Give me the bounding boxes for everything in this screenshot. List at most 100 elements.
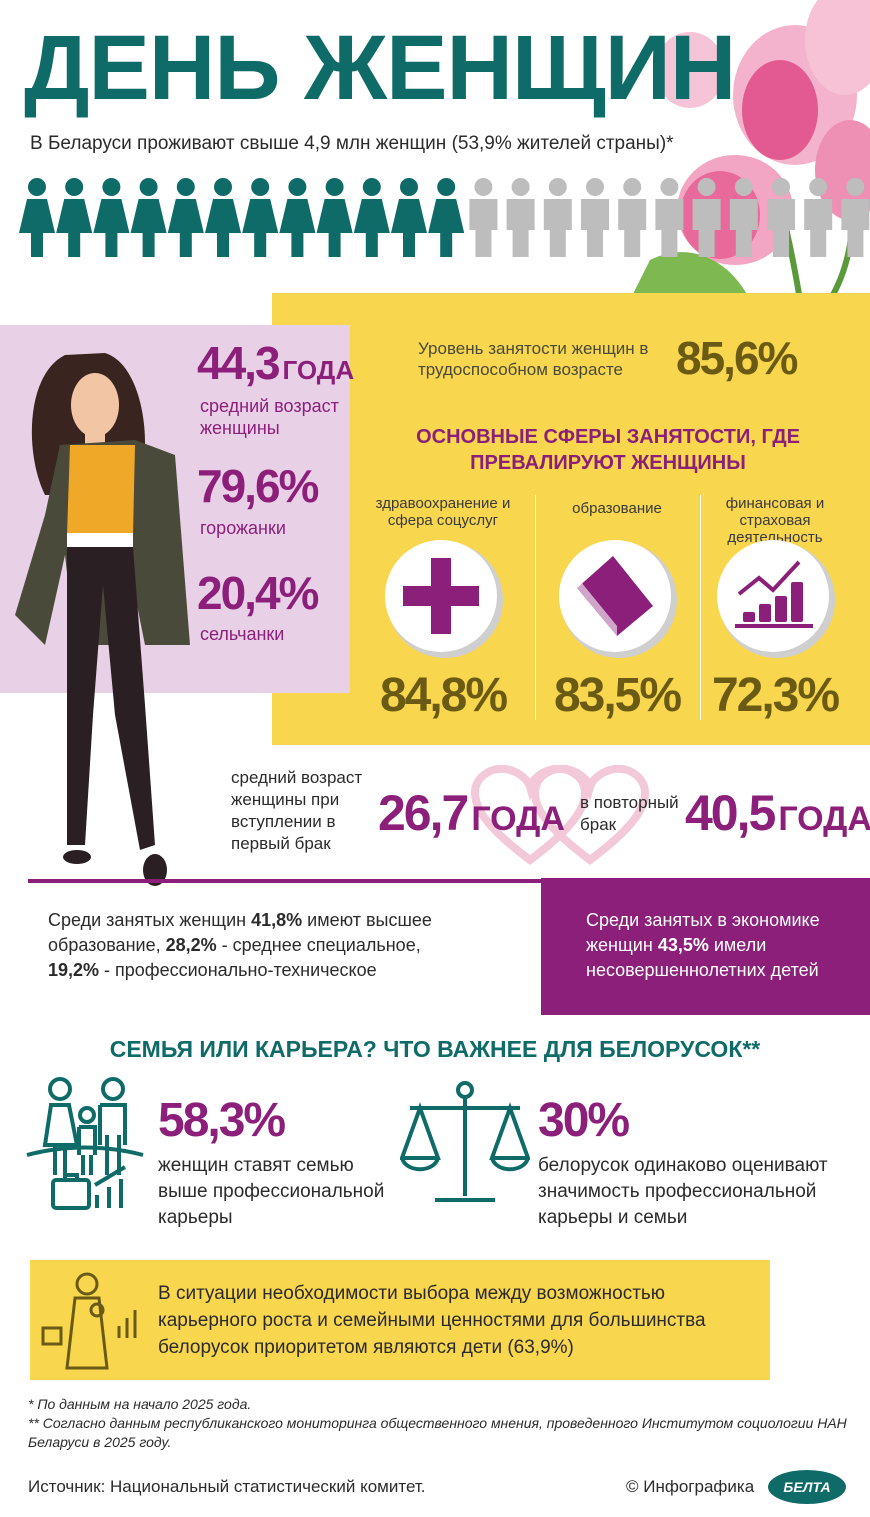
decoration	[586, 178, 604, 196]
credit: © Инфографика	[626, 1477, 755, 1496]
children-panel	[541, 878, 870, 1015]
decoration	[316, 199, 353, 257]
hearts-icon	[470, 765, 650, 865]
priority-text: В ситуации необходимости выбора между во…	[158, 1283, 706, 1358]
decoration	[102, 178, 121, 196]
decoration	[65, 1296, 109, 1370]
urban-label: горожанки	[200, 518, 286, 538]
decoration	[403, 558, 479, 634]
decoration	[809, 178, 828, 196]
person-icon	[242, 178, 279, 257]
sphere-icon	[385, 540, 503, 658]
title: ДЕНЬ ЖЕНЩИН	[24, 17, 736, 119]
decoration	[841, 199, 870, 257]
decoration	[288, 178, 307, 196]
decoration	[77, 1125, 97, 1175]
second-marriage-stat: 40,5 ГОДА	[685, 788, 870, 838]
icon-circle	[717, 540, 829, 652]
icon-glyph	[577, 556, 653, 636]
decoration	[176, 178, 195, 196]
decoration	[470, 765, 590, 865]
divider	[700, 495, 701, 720]
survey-value: 58,3%	[158, 1094, 286, 1147]
decoration	[772, 178, 790, 196]
person-icon	[130, 178, 167, 257]
decoration	[474, 178, 493, 196]
person-icon	[804, 178, 833, 257]
decoration	[400, 1157, 530, 1172]
person-icon	[581, 178, 609, 257]
decoration	[41, 1272, 137, 1370]
decoration	[400, 1102, 530, 1160]
decoration	[543, 199, 572, 257]
decoration	[78, 1106, 96, 1124]
decoration	[63, 850, 91, 864]
decoration	[737, 560, 801, 596]
second-marriage-unit: ГОДА	[778, 800, 870, 838]
decoration	[804, 199, 833, 257]
decoration	[143, 854, 167, 886]
decoration	[742, 60, 818, 160]
decoration	[791, 582, 803, 622]
decoration	[251, 178, 270, 196]
person-icon	[391, 178, 427, 257]
person-icon	[729, 178, 758, 257]
logo: БЕЛТА	[768, 1470, 846, 1504]
person-icon	[767, 178, 795, 257]
decoration	[41, 1310, 137, 1346]
rural-label: сельчанки	[200, 624, 285, 644]
highlight-number: 41,8%	[251, 910, 303, 930]
sphere-label: здравоохранение и сфера соцуслуг	[375, 495, 511, 529]
sphere-label: образование	[572, 500, 662, 517]
sphere-value: 84,8%	[379, 669, 508, 722]
urban-value: 79,6%	[197, 460, 319, 512]
decoration	[130, 199, 167, 257]
person-icon	[692, 178, 721, 257]
person-icon	[93, 178, 130, 257]
decoration	[734, 178, 753, 196]
education-text: Среди занятых женщин 41,8% имеют высшее …	[48, 908, 468, 983]
person-icon	[353, 178, 390, 257]
decoration	[410, 1097, 520, 1202]
text-part: Среди занятых в экономике женщин	[586, 910, 820, 955]
person-icon	[469, 178, 498, 257]
decoration	[400, 1081, 530, 1202]
first-marriage-value: 26,7	[378, 785, 469, 841]
survey-text: белорусок одинаково оценивают значимость…	[538, 1155, 828, 1228]
sphere-label: финансовая и страховая деятельность	[725, 495, 825, 546]
person-icon	[19, 178, 55, 257]
source: Источник: Национальный статистический ко…	[28, 1477, 426, 1496]
decoration	[630, 252, 750, 300]
decoration	[655, 199, 684, 257]
decoration	[19, 199, 55, 257]
decoration	[775, 596, 787, 622]
second-marriage-label: в повторный брак	[580, 793, 679, 834]
person-icon	[618, 178, 647, 257]
decoration	[759, 604, 771, 622]
decoration	[846, 178, 865, 196]
decoration	[205, 199, 241, 257]
sphere-value: 83,5%	[553, 669, 682, 722]
decoration	[577, 556, 653, 636]
text-part: - среднее специальное,	[216, 935, 421, 955]
decoration	[101, 1077, 125, 1101]
decoration	[353, 199, 390, 257]
highlight-number: 19,2%	[48, 960, 100, 980]
woman-illustration	[15, 353, 190, 886]
first-marriage-label: средний возраст женщины при вступлении в…	[231, 768, 363, 853]
decoration	[93, 199, 130, 257]
person-icon	[316, 178, 353, 257]
decoration	[805, 0, 870, 95]
age-value: 44,3	[197, 337, 281, 389]
person-icon	[655, 178, 684, 257]
rural-value: 20,4%	[197, 567, 319, 619]
decoration	[51, 1178, 91, 1210]
footnotes: * По данным на начало 2025 года. ** Согл…	[28, 1395, 848, 1452]
decoration	[623, 178, 642, 196]
divider	[535, 495, 536, 720]
population-icons	[19, 178, 870, 257]
subtitle: В Беларуси проживают свыше 4,9 млн женщи…	[30, 133, 674, 154]
scales-icon	[400, 1081, 530, 1202]
icon-glyph	[735, 560, 813, 628]
